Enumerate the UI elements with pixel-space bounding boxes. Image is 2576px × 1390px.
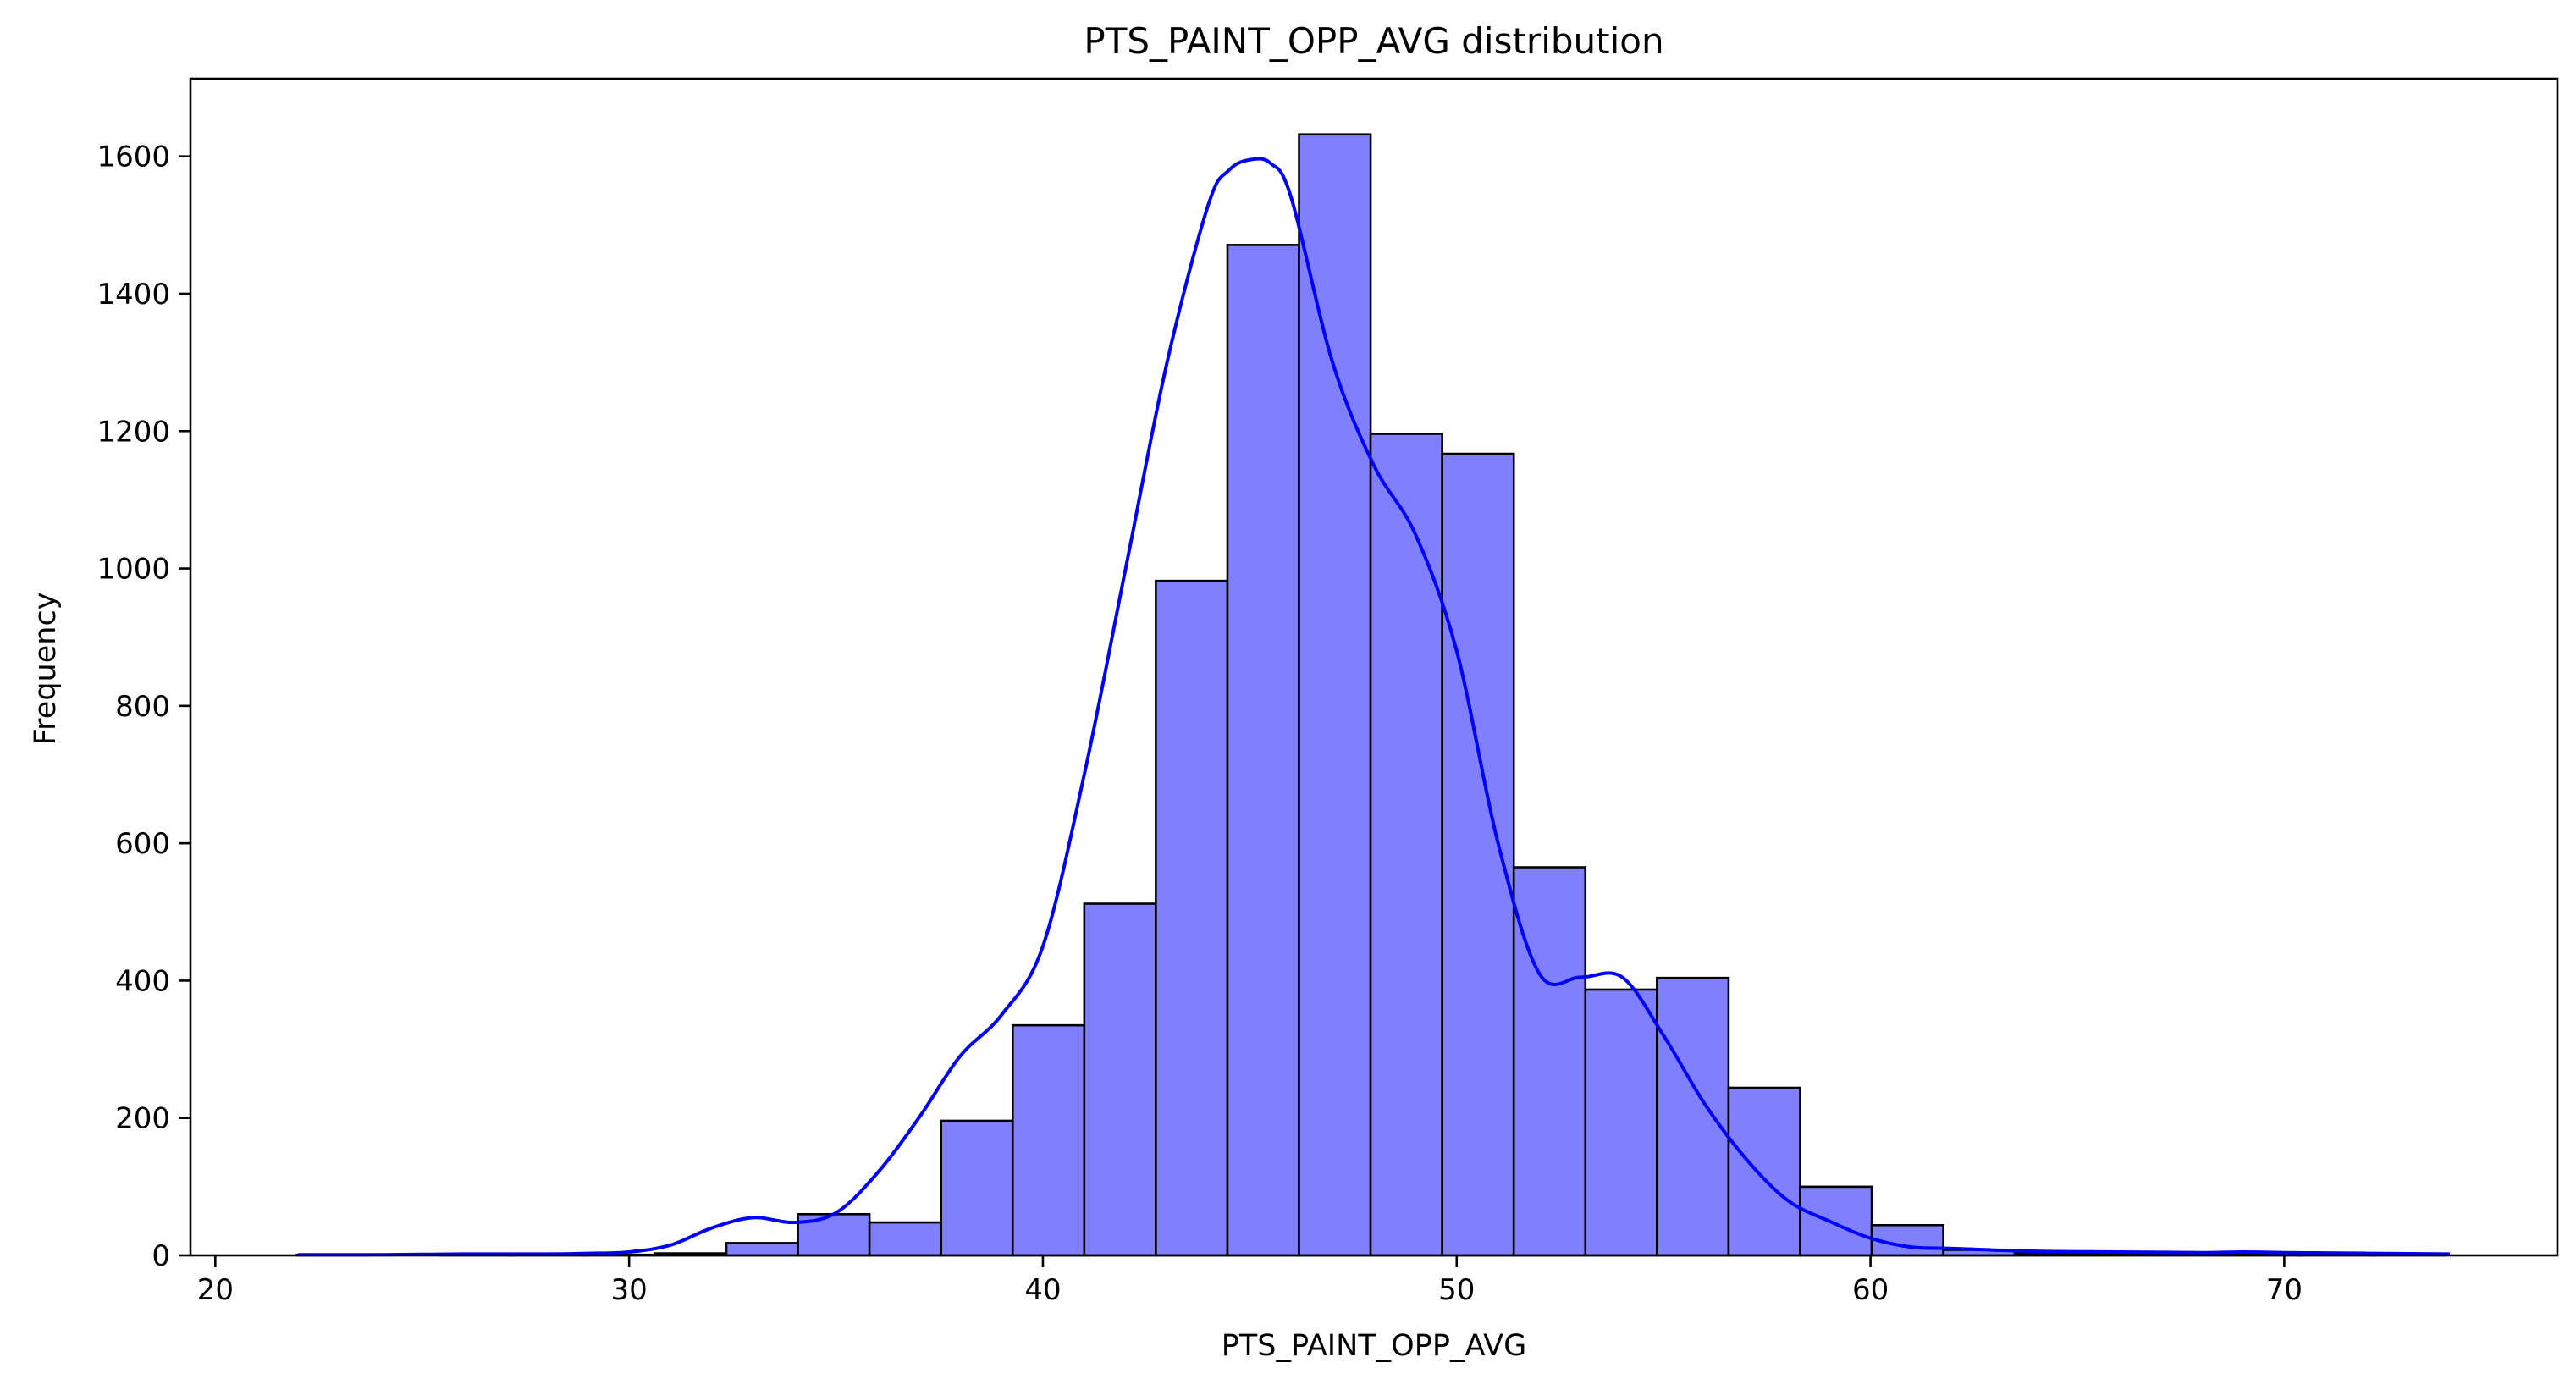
x-tick-label: 70	[2266, 1273, 2303, 1307]
bars-layer	[295, 133, 2446, 1257]
y-tick-label: 1200	[97, 415, 170, 449]
plot-frame	[189, 77, 2559, 1257]
histogram-bar	[1298, 133, 1372, 1257]
y-tick-label: 600	[115, 827, 170, 861]
histogram-bar	[1584, 988, 1658, 1257]
x-axis: 20 30 40 50 60 70	[197, 1255, 2303, 1307]
kde-curve	[298, 157, 2450, 1257]
kde-layer	[298, 157, 2450, 1257]
x-tick-label: 20	[197, 1273, 234, 1307]
x-tick-label: 50	[1438, 1273, 1475, 1307]
histogram-bar	[1083, 902, 1157, 1257]
x-tick-label: 30	[611, 1273, 648, 1307]
y-tick-label: 0	[152, 1239, 170, 1273]
y-tick-label: 1400	[97, 278, 170, 312]
y-axis-title: Frequency	[29, 593, 63, 746]
histogram-bar	[1656, 976, 1730, 1257]
histogram-bar	[725, 1242, 799, 1257]
chart-title: PTS_PAINT_OPP_AVG distribution	[1084, 20, 1663, 62]
histogram-bar	[1799, 1185, 1873, 1257]
x-axis-title: PTS_PAINT_OPP_AVG	[1222, 1329, 1526, 1363]
x-tick-label: 40	[1024, 1273, 1061, 1307]
histogram-bar	[1369, 433, 1443, 1257]
histogram-bar	[940, 1119, 1014, 1257]
histogram-bar	[1226, 244, 1300, 1257]
x-tick-label: 60	[1852, 1273, 1889, 1307]
y-tick-label: 1000	[97, 553, 170, 587]
y-tick-label: 1600	[97, 141, 170, 174]
histogram-bar	[1441, 452, 1515, 1257]
histogram-bar	[1011, 1023, 1086, 1257]
y-axis: 0 200 400 600 800 1000 1200 1400 1600	[97, 141, 190, 1273]
histogram-bar	[1155, 579, 1229, 1257]
histogram-bar	[1727, 1086, 1801, 1257]
y-tick-label: 800	[115, 690, 170, 724]
y-tick-label: 200	[115, 1102, 170, 1136]
histogram-bar	[868, 1221, 943, 1257]
y-tick-label: 400	[115, 964, 170, 998]
histogram-bar	[1512, 866, 1587, 1257]
